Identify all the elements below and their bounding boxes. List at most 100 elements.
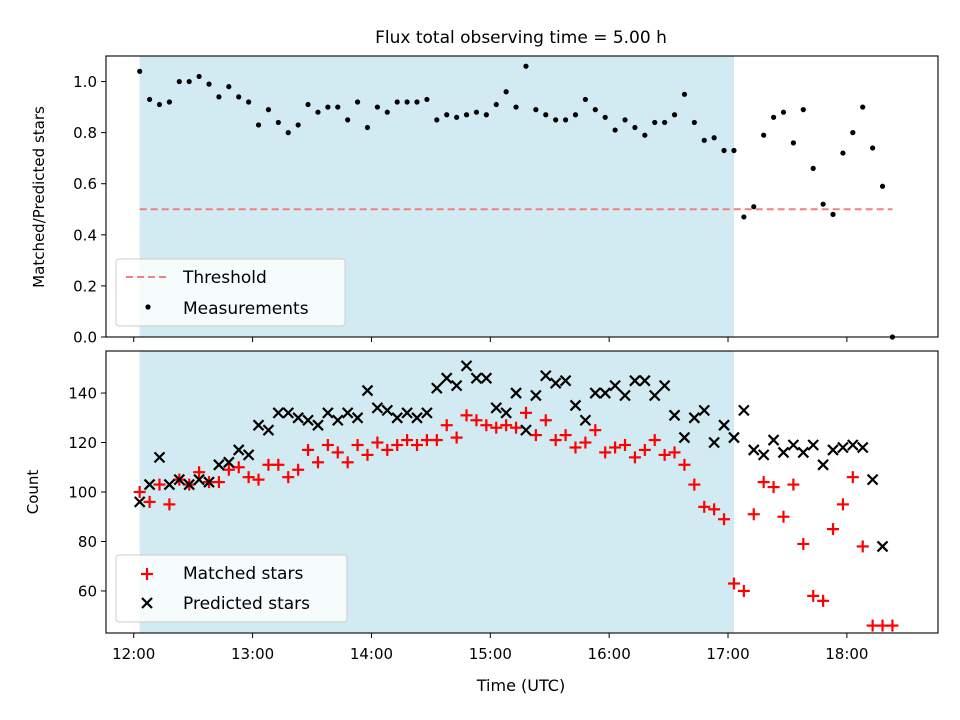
predicted-star-point [242, 449, 255, 461]
predicted-star-point [777, 446, 790, 459]
predicted-star-point [143, 478, 156, 491]
measurement-point [850, 130, 856, 136]
matched-star-point [519, 406, 532, 419]
matched-star-point [411, 439, 424, 451]
measurement-point [870, 145, 876, 151]
top-legend-box [115, 258, 346, 327]
predicted-star-point [272, 407, 285, 419]
predicted-star-point [530, 389, 542, 402]
matched-star-point [718, 513, 731, 526]
predicted-star-point [431, 382, 443, 394]
measurement-point [166, 99, 172, 105]
matched-star-point [153, 478, 166, 491]
matched-star-point [827, 523, 840, 536]
measurement-point [315, 109, 321, 115]
measurement-point [364, 124, 371, 131]
predicted-star-point [391, 412, 403, 424]
bottom-y-axis-label: Count [24, 470, 42, 515]
measurement-point [384, 109, 390, 115]
legend-predicted-label: Predicted stars [183, 594, 310, 614]
predicted-star-point [629, 374, 641, 387]
top-y-axis-label: Matched/Predicted stars [30, 106, 48, 288]
x-tick-label: 14:00 [350, 645, 393, 663]
matched-star-point [341, 456, 354, 469]
predicted-star-point [183, 478, 195, 491]
matched-star-point [351, 439, 364, 451]
predicted-star-point [322, 407, 334, 419]
measurement-point [255, 122, 262, 128]
measurement-point [810, 165, 816, 171]
predicted-star-point [856, 441, 869, 454]
predicted-star-point [549, 377, 562, 389]
matched-star-point [797, 537, 810, 550]
predicted-star-point [837, 441, 849, 454]
measurement-point [354, 99, 361, 105]
x-tick-label: 17:00 [706, 645, 749, 663]
y-tick-label: 0.0 [73, 329, 97, 347]
measurement-point [493, 101, 499, 108]
legend-predicted-swatch [141, 597, 153, 609]
predicted-star-point [698, 404, 711, 417]
predicted-star-point [589, 387, 602, 399]
measurement-point [780, 109, 787, 115]
predicted-star-point [480, 372, 493, 384]
matched-star-point [846, 471, 859, 484]
matched-star-point [381, 443, 394, 456]
predicted-star-point [658, 379, 671, 392]
measurement-point [602, 114, 608, 120]
measurement-point [751, 204, 757, 210]
measurement-point [711, 135, 717, 141]
predicted-star-point [757, 449, 770, 461]
predicted-star-point [351, 412, 364, 424]
predicted-star-point [223, 456, 235, 469]
matched-star-point [232, 461, 245, 474]
bottom-panel: 60 80 100 120 140 12:00 13:00 14:00 15:00 16:00 1… [24, 350, 939, 695]
predicted-star-point [569, 399, 582, 412]
matched-star-point [510, 421, 523, 434]
measurement-point [236, 94, 242, 100]
measurement-point [473, 109, 480, 115]
matched-star-point [619, 439, 632, 451]
measurement-point [454, 114, 460, 120]
matched-star-point [737, 584, 750, 597]
predicted-star-point [411, 412, 423, 424]
predicted-star-point [807, 439, 819, 451]
predicted-star-point [866, 473, 879, 486]
predicted-star-point [738, 404, 750, 417]
predicted-star-point [490, 402, 503, 414]
x-tick-label: 16:00 [588, 645, 631, 663]
predicted-star-point [520, 424, 532, 436]
predicted-star-point [668, 409, 681, 422]
measurement-point [137, 68, 143, 74]
measurement-point [662, 119, 668, 126]
measurement-point [572, 112, 579, 118]
measurement-point [652, 119, 658, 126]
predicted-star-point [460, 360, 473, 372]
matched-star-point [539, 414, 552, 427]
matched-star-point [559, 429, 572, 442]
matched-star-point [767, 481, 780, 494]
matched-star-point [242, 471, 255, 484]
predicted-star-point [203, 476, 215, 488]
top-panel: Flux total observing time = 5.00 h 0.0 0.… [30, 28, 939, 347]
matched-star-point [272, 458, 285, 471]
matched-star-point [727, 577, 740, 590]
measurement-point [671, 112, 678, 118]
y-tick-label: 100 [68, 484, 97, 502]
predicted-star-point [500, 407, 512, 419]
predicted-star-point [648, 389, 661, 402]
matched-star-point [529, 429, 542, 442]
matched-star-point [787, 478, 800, 491]
top-legend: Threshold Measurements [115, 258, 346, 327]
predicted-star-point [817, 459, 829, 471]
predicted-star-point [292, 412, 304, 424]
measurement-point [860, 104, 866, 110]
predicted-star-point [450, 379, 463, 392]
predicted-star-point [401, 407, 413, 419]
measurement-point [503, 89, 509, 95]
matched-star-point [302, 443, 315, 456]
measurement-point [285, 130, 291, 136]
predicted-star-point [302, 414, 314, 427]
measurement-point [216, 94, 222, 100]
measurement-point [176, 78, 182, 85]
